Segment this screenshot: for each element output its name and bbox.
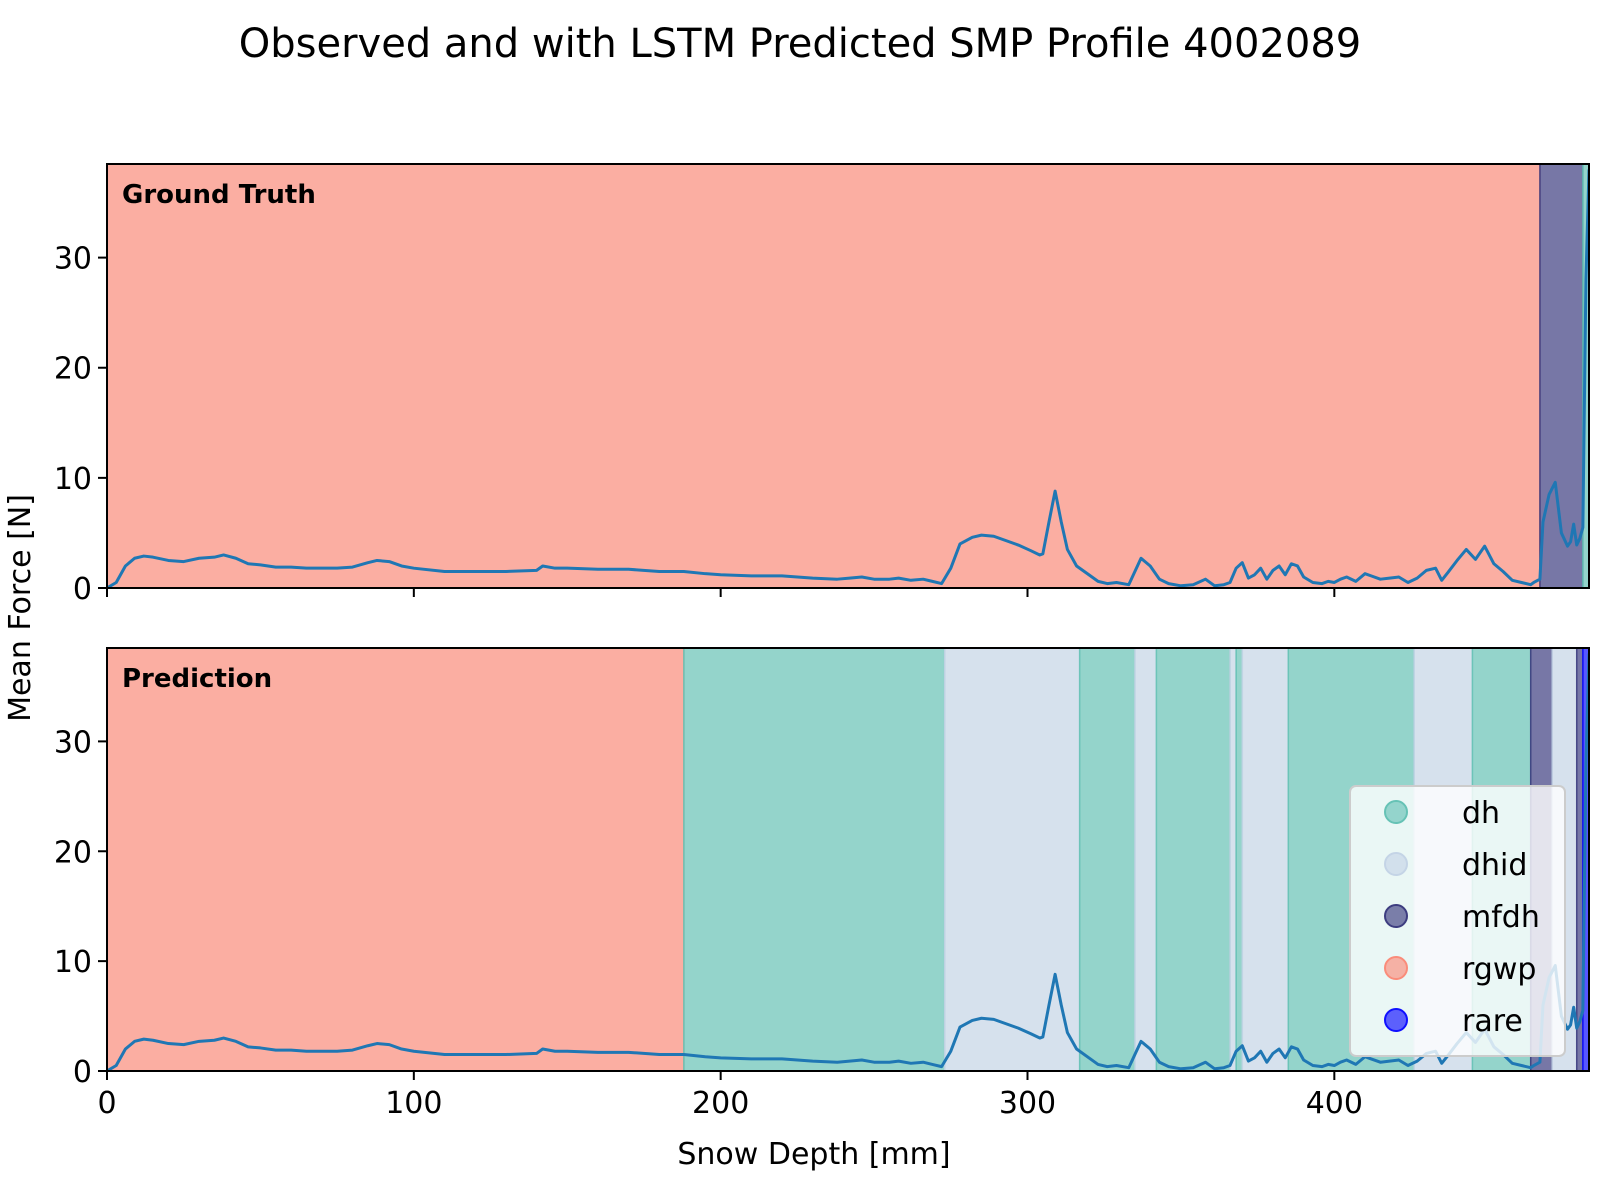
segment-dh-7 (1235, 648, 1244, 1071)
y-tick-label-1-10: 10 (54, 945, 92, 980)
segment-dh-3 (1078, 648, 1136, 1071)
legend-label-rgwp: rgwp (1462, 952, 1536, 987)
y-tick-label-0-30: 30 (54, 242, 92, 277)
force-line-0-0 (107, 169, 1589, 588)
x-axis-label: Snow Depth [mm] (677, 1137, 950, 1172)
segment-rgwp-0 (107, 648, 685, 1071)
y-tick-label-1-20: 20 (54, 835, 92, 870)
x-tick-label-300: 300 (999, 1086, 1056, 1121)
segment-dhid-2 (943, 648, 1081, 1071)
chart-title: Observed and with LSTM Predicted SMP Pro… (239, 21, 1362, 67)
segment-mfdh-1 (1539, 164, 1584, 588)
legend-label-dh: dh (1462, 796, 1500, 831)
ground-truth-panel: Ground Truth 0 10 20 30 (54, 163, 1590, 607)
legend-marker-rare (1384, 1008, 1408, 1032)
segment-dhid-4 (1134, 648, 1158, 1071)
x-tick-label-200: 200 (692, 1086, 749, 1121)
legend-label-mfdh: mfdh (1462, 900, 1540, 935)
segment-dh-1 (683, 648, 946, 1071)
y-tick-label-0-10: 10 (54, 462, 92, 497)
x-tick-label-0: 0 (97, 1086, 116, 1121)
y-tick-label-0-0: 0 (73, 572, 92, 607)
y-tick-label-1-0: 0 (73, 1055, 92, 1090)
legend-label-dhid: dhid (1462, 848, 1527, 883)
legend-box (1349, 785, 1566, 1057)
legend-marker-mfdh (1384, 904, 1408, 928)
legend-label-rare: rare (1462, 1004, 1523, 1039)
segment-rgwp-0 (107, 164, 1541, 588)
segment-dhid-6 (1229, 648, 1237, 1071)
y-axis-label: Mean Force [N] (3, 494, 38, 722)
panel-label-1: Prediction (122, 664, 272, 694)
segment-dh-5 (1155, 648, 1231, 1071)
y-tick-label-1-30: 30 (54, 725, 92, 760)
segment-dhid-8 (1241, 648, 1290, 1071)
panel-label-0: Ground Truth (122, 180, 316, 210)
y-tick-label-0-20: 20 (54, 352, 92, 387)
legend-marker-dhid (1384, 852, 1408, 876)
x-tick-label-400: 400 (1306, 1086, 1363, 1121)
legend-marker-dh (1384, 800, 1408, 824)
legend-marker-rgwp (1384, 956, 1408, 980)
legend: dh dhid mfdh rgwp rare (1349, 785, 1566, 1057)
panel-frame-1 (106, 647, 1590, 1072)
x-tick-label-100: 100 (385, 1086, 442, 1121)
panel-frame-0 (106, 163, 1590, 589)
